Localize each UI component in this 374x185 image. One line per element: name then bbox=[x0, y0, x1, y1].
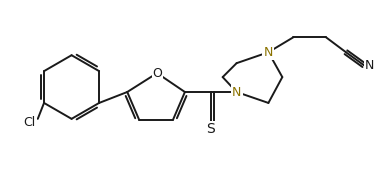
Text: S: S bbox=[206, 122, 215, 136]
Text: N: N bbox=[264, 46, 273, 59]
Text: O: O bbox=[152, 67, 162, 80]
Text: N: N bbox=[365, 59, 374, 72]
Text: N: N bbox=[232, 85, 241, 98]
Text: Cl: Cl bbox=[24, 116, 36, 129]
